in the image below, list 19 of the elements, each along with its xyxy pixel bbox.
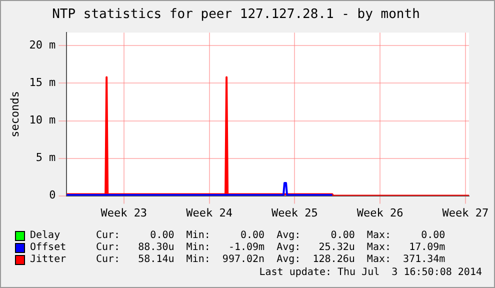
- y-tick-label: 0: [49, 188, 56, 202]
- text: Cur: 58.14u Min: 997.02n Avg: 128.26u Max: 371.34m: [96, 254, 446, 266]
- y-tick-label: 20 m: [29, 38, 56, 52]
- x-tick-label: Week 23: [100, 206, 148, 220]
- legend-label: Jitter: [30, 254, 68, 266]
- y-tick-label: 15 m: [29, 76, 56, 90]
- x-tick-label: Week 27: [442, 206, 489, 220]
- chart-title: NTP statistics for peer 127.127.28.1 - by month: [51, 7, 421, 22]
- text: Last update: Thu Jul 3 16:50:08 2014: [259, 267, 482, 278]
- x-tick-label: Week 24: [186, 206, 233, 220]
- x-tick-label: Week 25: [271, 206, 318, 220]
- y-tick-label: 10 m: [29, 114, 56, 127]
- legend-label: Offset: [30, 242, 68, 254]
- text: Cur: 88.30u Min: -1.09m Avg: 25.32u Max: 17.09m: [96, 242, 446, 254]
- x-tick-label: Week 26: [356, 206, 404, 220]
- legend-label: Delay: [30, 230, 62, 242]
- y-axis-title: seconds: [8, 91, 22, 138]
- text: Cur: 0.00 Min: 0.00 Avg: 0.00 Max: 0.00: [96, 230, 446, 242]
- y-tick-label: 5 m: [36, 151, 56, 164]
